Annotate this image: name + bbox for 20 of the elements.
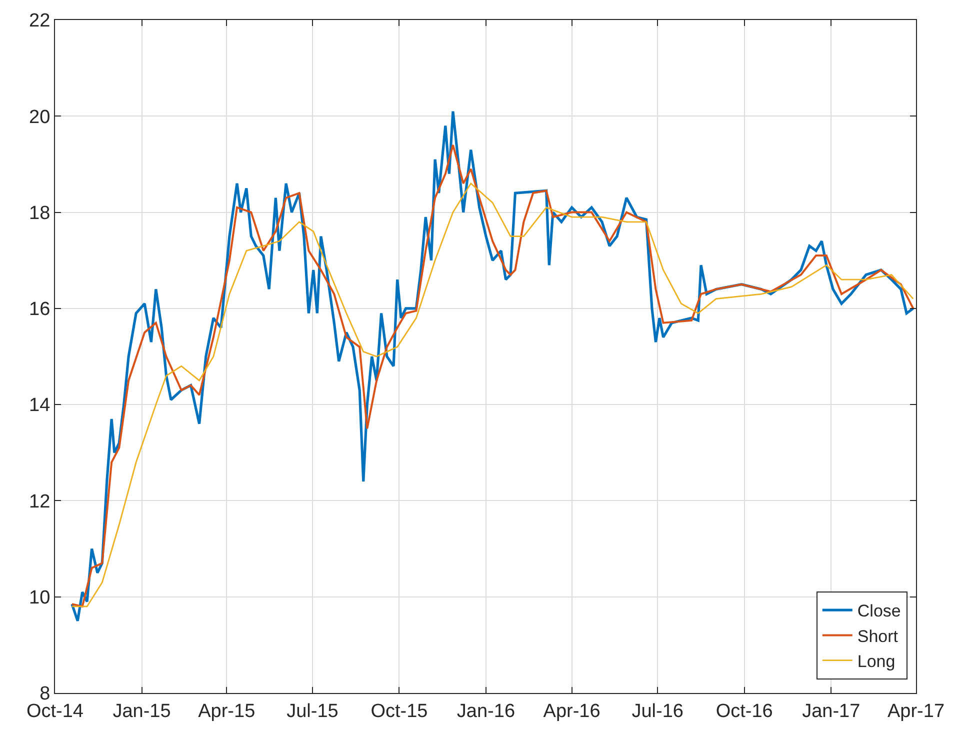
y-tick-label: 12: [29, 491, 50, 512]
x-tick-label: Jul-16: [632, 700, 684, 722]
legend-label: Close: [857, 602, 901, 621]
x-tick-label: Oct-16: [716, 700, 773, 722]
legend-label: Short: [857, 626, 898, 646]
legend-label: Long: [857, 652, 896, 671]
x-tick-label: Oct-15: [370, 700, 428, 722]
y-tick-label: 20: [29, 106, 50, 128]
x-tick-label: Apr-15: [198, 700, 256, 722]
x-tick-label: Jan-17: [802, 700, 860, 722]
x-tick-label: Jan-16: [456, 700, 516, 722]
x-tick-label: Apr-16: [543, 700, 600, 722]
y-tick-label: 10: [29, 588, 50, 609]
y-tick-label: 16: [29, 299, 50, 320]
x-tick-label: Jan-15: [112, 700, 171, 722]
y-tick-label: 14: [29, 395, 51, 416]
x-tick-label: Apr-17: [887, 700, 945, 722]
x-tick-label: Jul-15: [286, 700, 338, 722]
y-tick-label: 18: [29, 202, 50, 224]
y-tick-label: 22: [29, 10, 50, 32]
